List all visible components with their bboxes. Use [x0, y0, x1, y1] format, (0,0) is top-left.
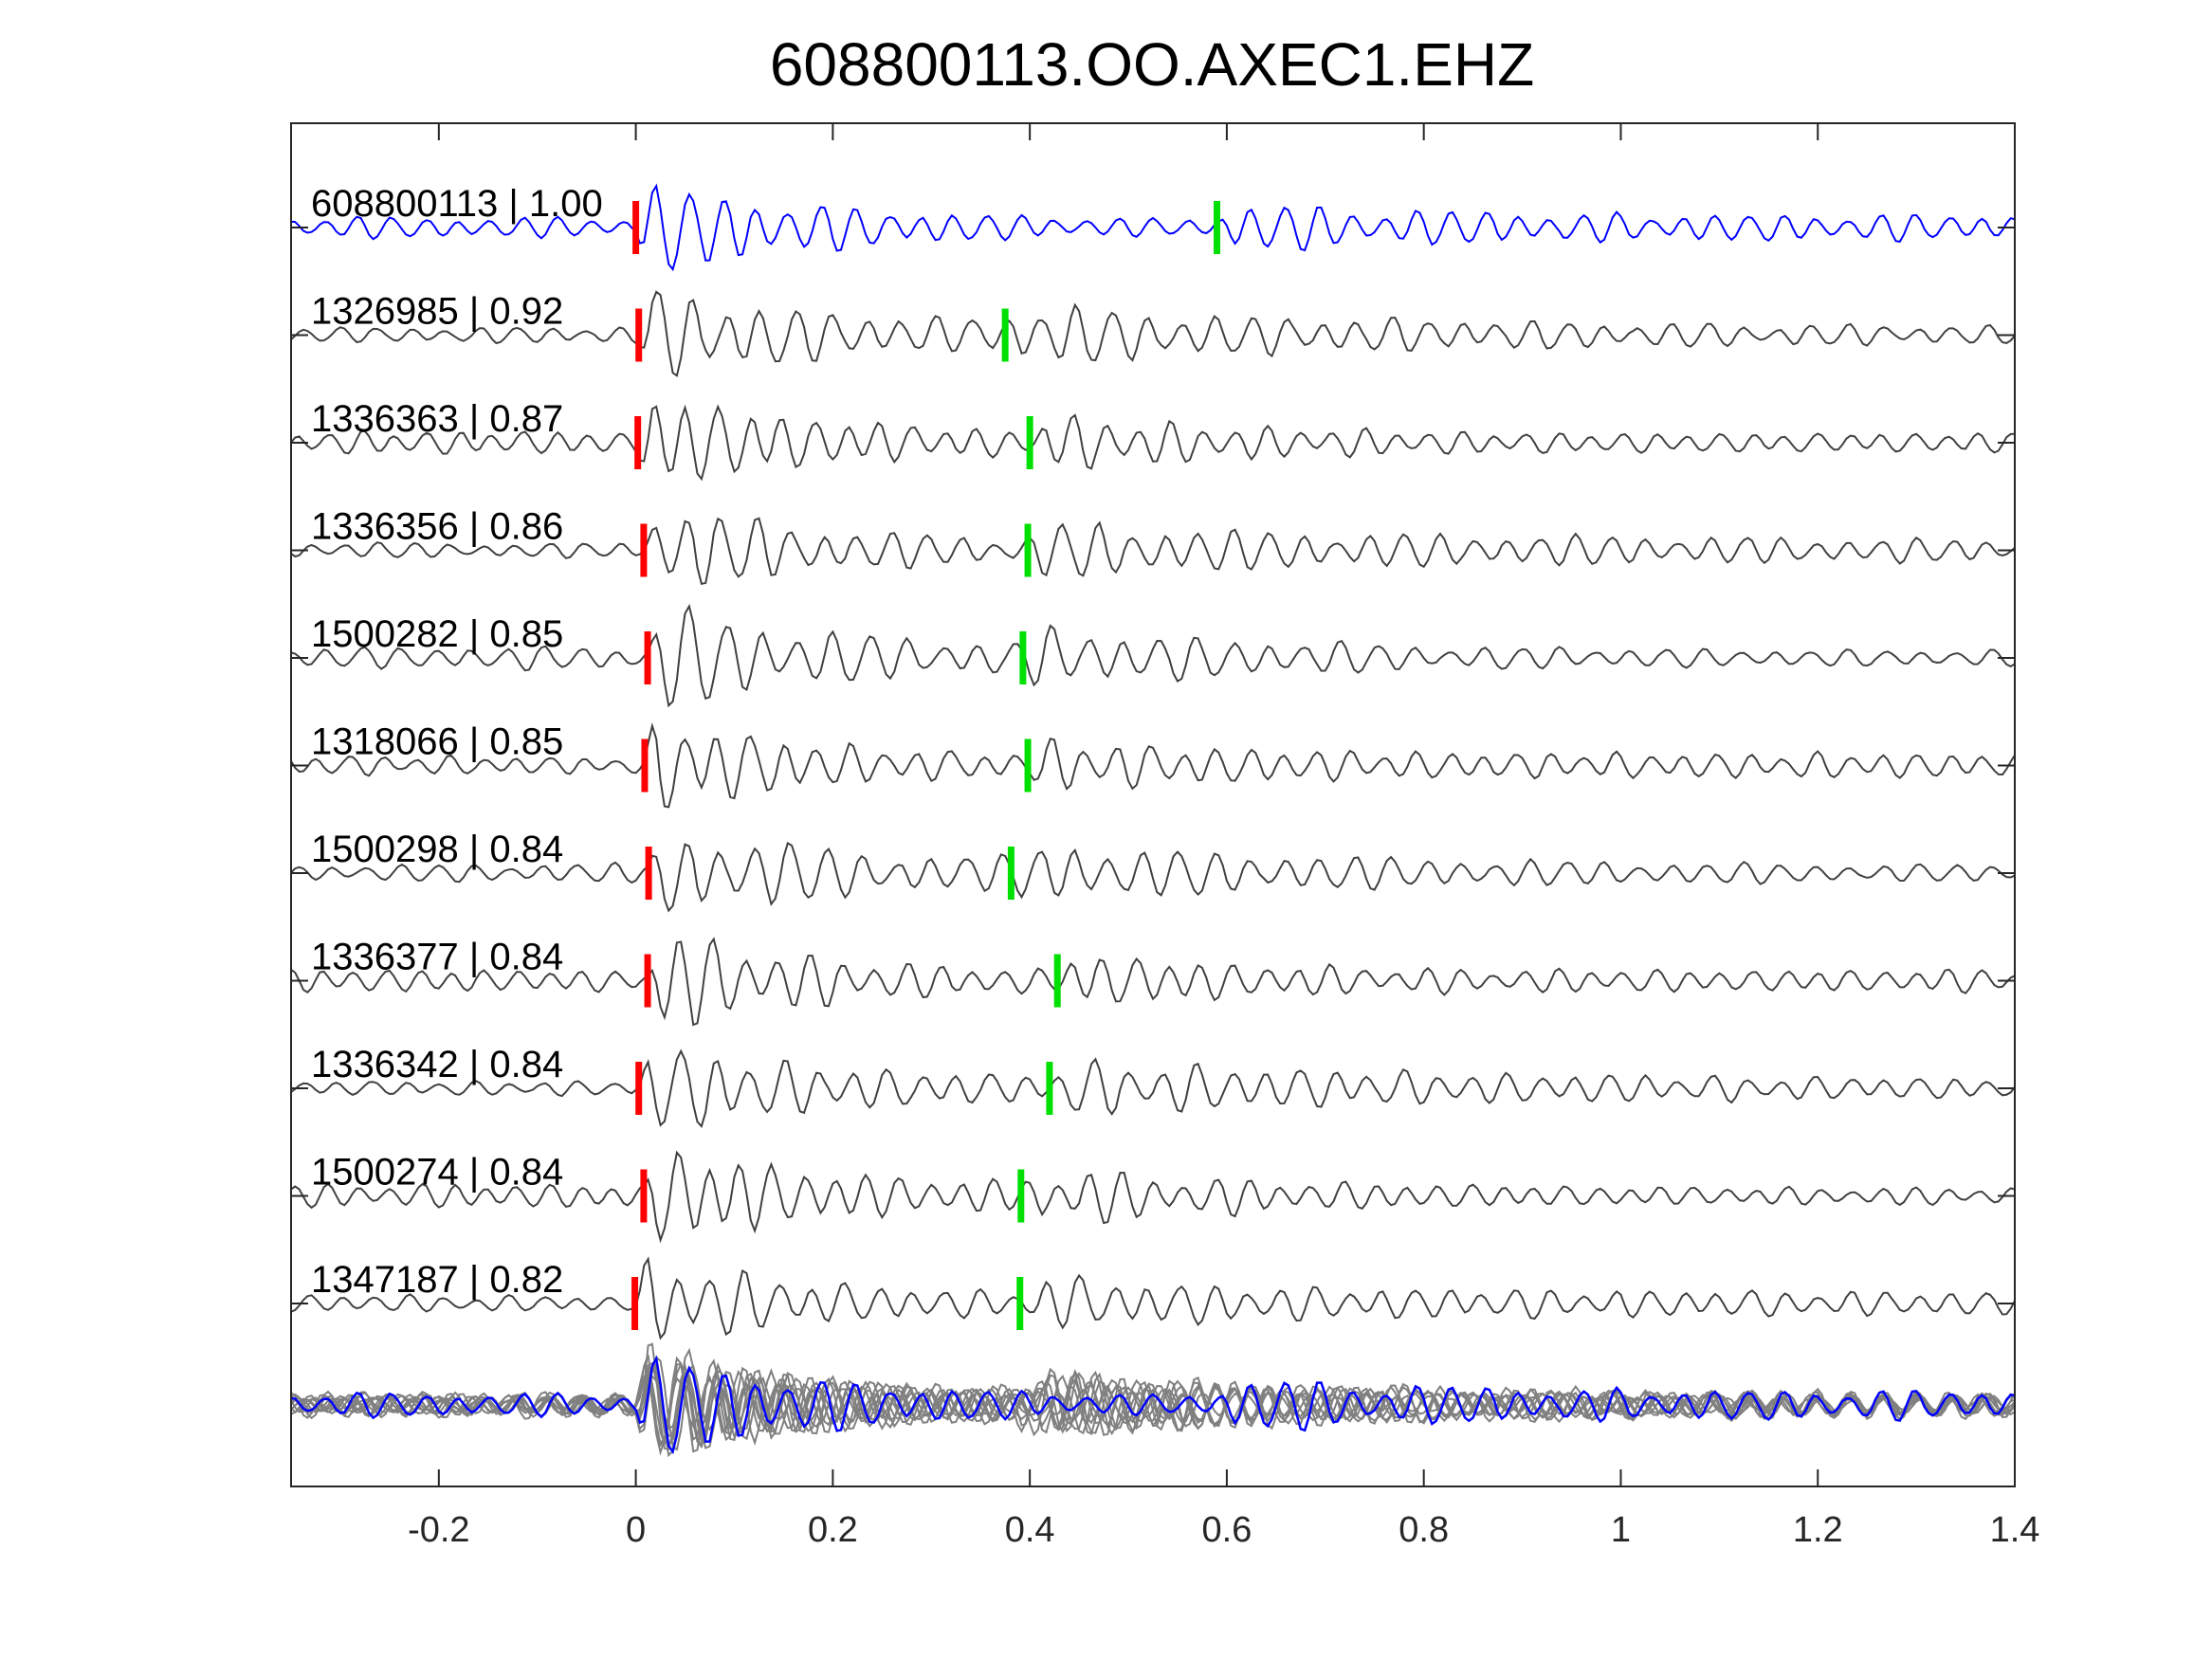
trace-label-1500282: 1500282 | 0.85: [311, 613, 563, 655]
trace-label-1347187: 1347187 | 0.82: [311, 1259, 563, 1301]
waveform-trace-1336363: [290, 404, 2016, 482]
trace-label-1318066: 1318066 | 0.85: [311, 721, 563, 763]
trace-label-1336342: 1336342 | 0.84: [311, 1044, 563, 1085]
x-tick-label: 0.6: [1202, 1510, 1252, 1550]
waveform-trace-1326985: [290, 290, 2016, 377]
trace-labels: 608800113 | 1.00 1326985 | 0.92 1336363 | …: [311, 183, 603, 1301]
trace-label-1326985: 1326985 | 0.92: [311, 291, 563, 333]
trace-label-1336377: 1336377 | 0.84: [311, 937, 563, 978]
trace-label-1336356: 1336356 | 0.86: [311, 506, 563, 548]
x-tick-label: 1: [1611, 1510, 1631, 1550]
traces-layer: [290, 183, 2016, 1340]
waveform-trace-1336377: [290, 937, 2016, 1027]
waveform-trace-1336356: [290, 517, 2016, 585]
trace-label-1336363: 1336363 | 0.87: [311, 398, 563, 440]
x-tick-label: 0: [626, 1510, 646, 1550]
x-tick-label: 1.4: [1990, 1510, 2040, 1550]
chart-title: 608800113.OO.AXEC1.EHZ: [770, 30, 1534, 99]
axes: -0.2 0 0.2 0.4 0.6 0.8 1 1.2 1.4: [290, 122, 2040, 1550]
waveform-trace-1318066: [290, 721, 2016, 809]
overlay-trace-template: [290, 1355, 2016, 1455]
trace-label-608800113: 608800113 | 1.00: [311, 183, 603, 225]
picks-layer: [631, 201, 1221, 1330]
x-tick-label: 0.8: [1398, 1510, 1449, 1550]
overlay-trace-1336342: [290, 1361, 2016, 1449]
x-tick-label: 1.2: [1793, 1510, 1843, 1550]
trace-label-1500298: 1500298 | 0.84: [311, 829, 563, 870]
trace-label-1500274: 1500274 | 0.84: [311, 1152, 563, 1194]
waveform-trace-1500282: [290, 603, 2016, 708]
waveform-trace-1500274: [290, 1150, 2016, 1244]
waveform-trace-1500298: [290, 842, 2016, 913]
waveform-trace-1347187: [290, 1256, 2016, 1340]
x-tick-label: 0.4: [1005, 1510, 1055, 1550]
x-tick-label: -0.2: [408, 1510, 469, 1550]
overlay-stack: [290, 1342, 2016, 1458]
waveform-trace-608800113: [290, 183, 2016, 272]
x-tick-label: 0.2: [808, 1510, 858, 1550]
plot-area: 608800113 | 1.00 1326985 | 0.92 1336363 | …: [290, 183, 2016, 1458]
waveform-trace-1336342: [290, 1048, 2016, 1128]
axes-box: [290, 122, 2016, 1487]
